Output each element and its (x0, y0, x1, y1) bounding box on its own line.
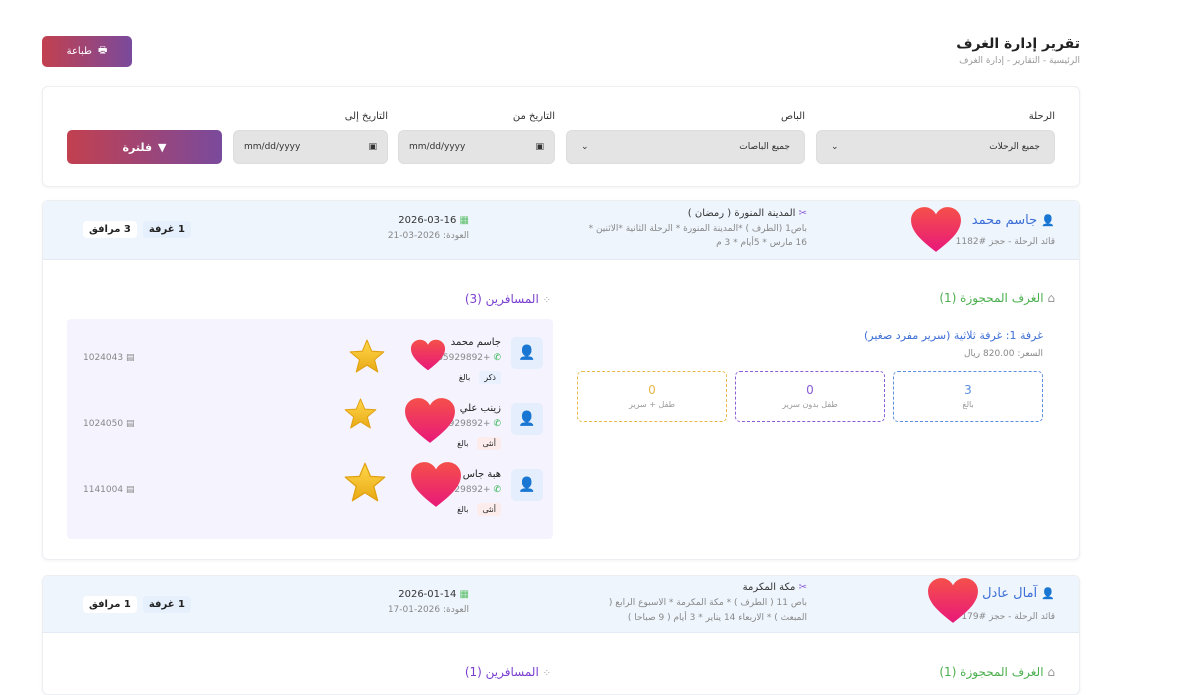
trip-title: ✂ المدينة المنورة ( رمضان ) (687, 208, 807, 219)
id-card-icon: ▤ (125, 485, 135, 495)
booking-header: 👤 جاسم محمد قائد الرحلة - حجز #1182 ✂ ال… (43, 201, 1079, 260)
print-button[interactable]: 🖶 طباعة (42, 36, 132, 67)
traveler-id: 1024050 ▤ (83, 419, 135, 429)
bus-label: الباص (781, 111, 805, 122)
date-to-input[interactable]: mm/dd/yyyy ▣ (233, 130, 388, 164)
child-no-bed-stat: 0 طفل بدون سرير (735, 371, 885, 422)
id-card-icon: ▤ (125, 419, 135, 429)
booking-ref: قائد الرحلة - حجز #1182 (955, 237, 1055, 247)
trip-desc: باص 11 ( الطرف ) * مكة المكرمة * الاسبوع… (608, 598, 807, 608)
funnel-icon: ▼ (158, 140, 167, 154)
traveler-row: 👤 زينب علي ✆ +929892 1024050 ▤ أنثى بالغ (83, 403, 543, 455)
room-price: السعر: 820.00 ريال (964, 349, 1043, 359)
avatar-icon: 👤 (511, 469, 543, 501)
departure-date: ▦ 2026-01-14 (398, 589, 469, 600)
printer-icon: 🖶 (97, 45, 108, 56)
trip-select[interactable]: جميع الرحلات ⌄ (816, 130, 1055, 164)
room-name: غرفة 1: غرفة ثلاثية (سرير مفرد صغير) (863, 329, 1043, 342)
chevron-down-icon: ⌄ (831, 142, 839, 152)
travelers-heading: ⁘ المسافرين (1) (464, 665, 551, 679)
bus-select[interactable]: جميع الباصات ⌄ (566, 130, 805, 164)
calendar-icon[interactable]: ▣ (535, 142, 544, 152)
traveler-name: هبة جاس (462, 469, 501, 480)
return-date: العودة: 2026-03-21 (387, 231, 469, 241)
adult-stat: 3 بالغ (893, 371, 1043, 422)
id-card-icon: ▤ (125, 353, 135, 363)
rooms-count-badge: 1 غرفة (142, 596, 191, 613)
users-icon: ⁘ (542, 668, 551, 679)
traveler-phone[interactable]: ✆ +965929892 (431, 353, 501, 363)
home-icon: ⌂ (1047, 291, 1055, 305)
travelers-list: 👤 جاسم محمد ✆ +965929892 1024043 ▤ ذكر با… (67, 319, 553, 539)
trip-icon: ✂ (798, 582, 807, 593)
chevron-down-icon: ⌄ (581, 142, 589, 152)
booking-ref: قائد الرحلة - حجز #179 (961, 612, 1055, 622)
page-title: تقرير إدارة الغرف (956, 36, 1080, 52)
calendar-icon: ▦ (459, 215, 469, 226)
calendar-icon: ▦ (459, 589, 469, 600)
gender-tag: أنثى (477, 503, 501, 516)
gender-tag: ذكر (479, 371, 501, 384)
whatsapp-icon: ✆ (493, 353, 501, 363)
age-tag: بالغ (457, 505, 469, 514)
trip-label: الرحلة (1028, 111, 1055, 122)
home-icon: ⌂ (1047, 665, 1055, 679)
date-to-label: التاريخ إلى (344, 111, 388, 122)
filter-button[interactable]: ▼ فلترة (67, 130, 222, 164)
child-bed-stat: 0 طفل + سرير (577, 371, 727, 422)
return-date: العودة: 2026-01-17 (387, 605, 469, 615)
traveler-name: زينب علي (459, 403, 501, 414)
date-from-label: التاريخ من (512, 111, 555, 122)
companions-count-badge: 1 مرافق (83, 596, 137, 613)
calendar-icon[interactable]: ▣ (368, 142, 377, 152)
rooms-count-badge: 1 غرفة (142, 221, 191, 238)
traveler-row: 👤 هبة جاس ✆ +929892 1141004 ▤ أنثى بالغ (83, 469, 543, 521)
booked-rooms-heading: ⌂ الغرف المحجوزة (1) (939, 291, 1055, 305)
gender-tag: أنثى (477, 437, 501, 450)
trip-desc: باص1 (الطرف ) *المدينة المنورة * الرحلة … (588, 224, 807, 234)
booking-header: 👤 آمال عادل قائد الرحلة - حجز #179 ✂ مكة… (43, 576, 1079, 633)
leader-name[interactable]: 👤 جاسم محمد (971, 213, 1055, 228)
traveler-phone[interactable]: ✆ +929892 (448, 419, 501, 429)
booking-card: 👤 آمال عادل قائد الرحلة - حجز #179 ✂ مكة… (42, 575, 1080, 695)
trip-desc-2: 16 مارس * 5أيام * 3 م (716, 238, 807, 248)
leader-name[interactable]: 👤 آمال عادل (982, 586, 1055, 601)
departure-date: ▦ 2026-03-16 (398, 215, 469, 226)
trip-title: ✂ مكة المكرمة (742, 582, 807, 593)
users-icon: ⁘ (542, 295, 551, 306)
traveler-id: 1024043 ▤ (83, 353, 135, 363)
user-icon: 👤 (1041, 214, 1055, 227)
traveler-row: 👤 جاسم محمد ✆ +965929892 1024043 ▤ ذكر با… (83, 337, 543, 389)
age-tag: بالغ (458, 373, 471, 382)
filter-card: الرحلة جميع الرحلات ⌄ الباص جميع الباصات ⌄… (42, 86, 1080, 187)
traveler-phone[interactable]: ✆ +929892 (448, 485, 501, 495)
trip-desc-2: المبعث ) * الاربعاء 14 يناير * 3 أيام ( … (627, 613, 807, 623)
breadcrumb[interactable]: الرئيسية - التقارير - إدارة الغرف (959, 56, 1080, 66)
traveler-name: جاسم محمد (450, 337, 501, 348)
user-icon: 👤 (1041, 587, 1055, 600)
booking-card: 👤 جاسم محمد قائد الرحلة - حجز #1182 ✂ ال… (42, 200, 1080, 560)
booked-rooms-heading: ⌂ الغرف المحجوزة (1) (939, 665, 1055, 679)
trip-icon: ✂ (798, 208, 807, 219)
whatsapp-icon: ✆ (493, 419, 501, 429)
avatar-icon: 👤 (511, 337, 543, 369)
avatar-icon: 👤 (511, 403, 543, 435)
whatsapp-icon: ✆ (493, 485, 501, 495)
traveler-id: 1141004 ▤ (83, 485, 135, 495)
travelers-heading: ⁘ المسافرين (3) (464, 292, 551, 306)
companions-count-badge: 3 مرافق (83, 221, 137, 238)
date-from-input[interactable]: mm/dd/yyyy ▣ (398, 130, 555, 164)
age-tag: بالغ (457, 439, 469, 448)
